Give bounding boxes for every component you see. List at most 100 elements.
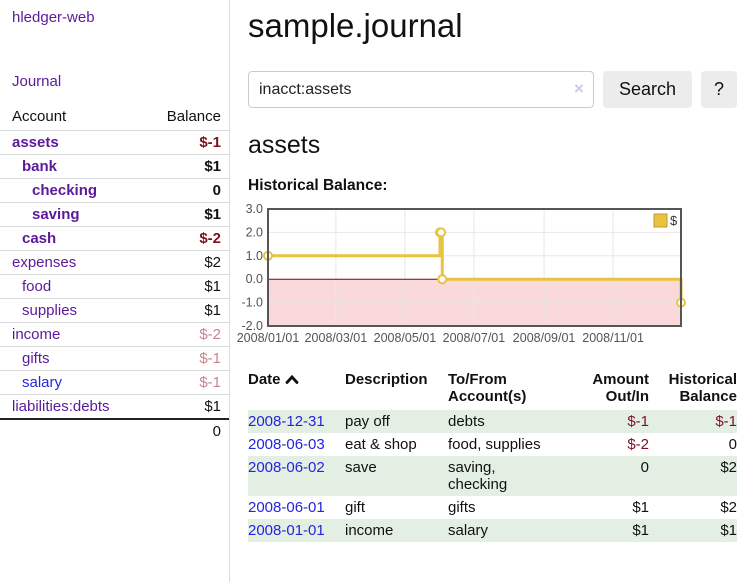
account-link[interactable]: expenses <box>12 254 77 271</box>
account-row: bank $1 <box>0 154 229 179</box>
transaction-balance-cell: $2 <box>720 499 737 516</box>
account-balance: $-2 <box>199 326 221 343</box>
transaction-amount-cell: $1 <box>632 499 649 516</box>
svg-text:2008/03/01: 2008/03/01 <box>305 331 368 345</box>
transaction-amount-cell: $1 <box>632 522 649 539</box>
transaction-description-cell: gift <box>345 499 366 516</box>
transaction-balance-cell: 0 <box>728 436 737 453</box>
date-link[interactable]: 2008-12-31 <box>248 413 325 430</box>
table-row: 2008-12-31 pay off debts $-1 $-1 <box>248 410 737 433</box>
transaction-description-cell: save <box>345 459 377 476</box>
transaction-amount-cell: 0 <box>640 459 649 476</box>
svg-text:2008/01/01: 2008/01/01 <box>237 331 300 345</box>
account-balance: $1 <box>204 302 221 319</box>
register-header-date[interactable]: Date <box>248 369 345 410</box>
transaction-date-cell: 2008-06-02 <box>248 456 345 496</box>
chart-title: Historical Balance: <box>248 177 388 194</box>
svg-text:2008/11/01: 2008/11/01 <box>582 331 644 345</box>
account-balance: $-2 <box>199 230 221 247</box>
account-balance: $2 <box>204 254 221 271</box>
account-row: salary $-1 <box>0 370 229 395</box>
account-link[interactable]: food <box>22 278 52 295</box>
transaction-amount-cell: $-2 <box>627 436 649 453</box>
register-header-description[interactable]: Description <box>345 371 428 388</box>
transaction-date-cell: 2008-01-01 <box>248 519 345 542</box>
account-link[interactable]: salary <box>22 374 63 391</box>
accounts-total-value: 0 <box>212 423 221 440</box>
register-header-accounts[interactable]: To/From Account(s) <box>448 371 527 405</box>
date-link[interactable]: 2008-06-01 <box>248 499 325 516</box>
transaction-accounts-cell: food, supplies <box>448 436 541 453</box>
account-link[interactable]: cash <box>22 230 57 247</box>
accounts-table: Account Balance assets $-1 bank $1 checking 0… <box>0 105 229 443</box>
transaction-date-cell: 2008-12-31 <box>248 410 345 433</box>
date-link[interactable]: 2008-01-01 <box>248 522 325 539</box>
account-row: food $1 <box>0 274 229 299</box>
main-content: sample.journal × Search ? assets Histori… <box>237 0 737 542</box>
clear-search-icon[interactable]: × <box>574 79 584 98</box>
transaction-description-cell: eat & shop <box>345 436 417 453</box>
table-row: 2008-01-01 income salary $1 $1 <box>248 519 737 542</box>
account-row: supplies $1 <box>0 298 229 323</box>
account-link[interactable]: bank <box>22 158 58 175</box>
svg-text:-2.0: -2.0 <box>241 319 263 333</box>
table-row: 2008-06-03 eat & shop food, supplies $-2 0 <box>248 433 737 456</box>
accounts-total-row: 0 <box>0 419 229 443</box>
account-balance: $-1 <box>199 134 221 151</box>
account-link[interactable]: checking <box>32 182 98 199</box>
register-header-row: Date Description To/From Account(s) Amou… <box>248 369 737 410</box>
register-header-balance[interactable]: Historical Balance <box>668 371 737 405</box>
transaction-balance-cell: $2 <box>720 459 737 476</box>
account-link[interactable]: gifts <box>22 350 50 367</box>
account-link[interactable]: saving <box>32 206 80 223</box>
transaction-date-cell: 2008-06-01 <box>248 496 345 519</box>
svg-text:2008/05/01: 2008/05/01 <box>374 331 437 345</box>
date-link[interactable]: 2008-06-03 <box>248 436 325 453</box>
account-row: income $-2 <box>0 322 229 347</box>
account-row: cash $-2 <box>0 226 229 251</box>
help-button[interactable]: ? <box>700 71 737 108</box>
account-heading: assets <box>248 131 321 159</box>
svg-text:2008/09/01: 2008/09/01 <box>513 331 576 345</box>
date-link[interactable]: 2008-06-02 <box>248 459 325 476</box>
chart-legend: $ <box>653 213 678 228</box>
transaction-amount-cell: $-1 <box>627 413 649 430</box>
journal-nav-link[interactable]: Journal <box>12 73 62 90</box>
register-table: Date Description To/From Account(s) Amou… <box>248 369 737 542</box>
account-link[interactable]: liabilities:debts <box>12 398 110 415</box>
account-row: checking 0 <box>0 178 229 203</box>
app-title-link[interactable]: hledger-web <box>12 9 95 26</box>
accounts-header-account: Account <box>12 108 67 125</box>
account-balance: $1 <box>204 206 221 223</box>
transaction-accounts-cell: debts <box>448 413 485 430</box>
svg-text:-1.0: -1.0 <box>241 296 263 310</box>
table-row: 2008-06-02 save saving, checking 0 $2 <box>248 456 737 496</box>
search-form: × Search ? <box>248 71 737 108</box>
account-balance: $1 <box>204 278 221 295</box>
account-balance: $-1 <box>199 350 221 367</box>
sort-up-icon <box>285 372 299 389</box>
transaction-balance-cell: $-1 <box>715 413 737 430</box>
svg-text:0.0: 0.0 <box>246 272 263 286</box>
account-link[interactable]: supplies <box>22 302 78 319</box>
transaction-balance-cell: $1 <box>720 522 737 539</box>
transaction-date-cell: 2008-06-03 <box>248 433 345 456</box>
sidebar: hledger-web Journal Account Balance asse… <box>0 0 230 582</box>
account-balance: $1 <box>204 158 221 175</box>
svg-text:2.0: 2.0 <box>246 225 263 239</box>
register-header-amount[interactable]: Amount Out/In <box>592 371 649 405</box>
svg-text:1.0: 1.0 <box>246 249 263 263</box>
account-balance: $-1 <box>199 374 221 391</box>
account-link[interactable]: assets <box>12 134 59 151</box>
account-link[interactable]: income <box>12 326 61 343</box>
search-input[interactable] <box>248 71 594 108</box>
historical-balance-chart: $3.0 2.0 1.0 0.0 -1.0 -2.0 2008/01/01 2008/03/0… <box>237 202 737 357</box>
transaction-accounts-cell: salary <box>448 522 489 539</box>
accounts-header-balance: Balance <box>166 108 221 125</box>
search-button[interactable]: Search <box>602 71 692 108</box>
accounts-header-row: Account Balance <box>0 105 229 131</box>
account-row: saving $1 <box>0 202 229 227</box>
page-title: sample.journal <box>248 7 463 44</box>
account-balance: 0 <box>212 182 221 199</box>
account-row: liabilities:debts $1 <box>0 394 229 420</box>
